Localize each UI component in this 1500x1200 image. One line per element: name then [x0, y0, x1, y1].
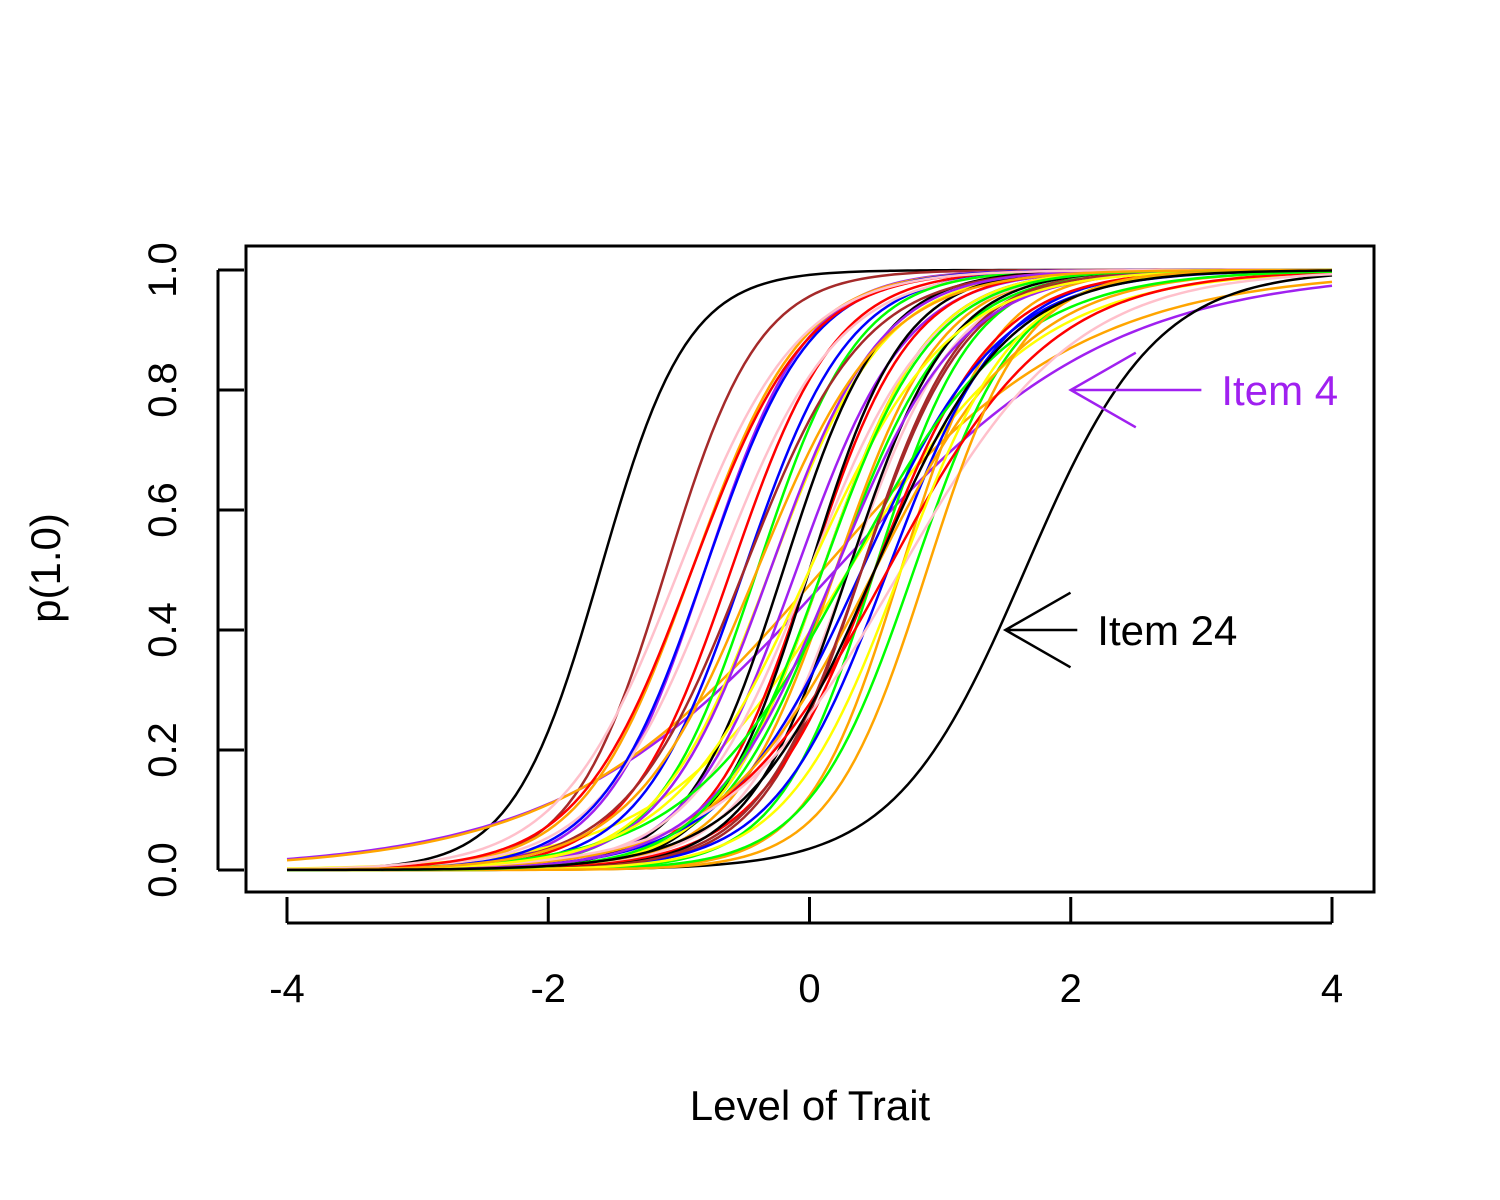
y-axis: 0.0 0.2 0.4 0.6 0.8 1.0 [141, 242, 244, 898]
annotation-arrow-1 [1068, 351, 1202, 429]
series-line-47 [286, 268, 1332, 871]
y-tick-label-4: 0.8 [141, 362, 185, 418]
x-tick-label-4: 4 [1321, 967, 1343, 1011]
series-line-4 [286, 284, 1333, 861]
series-line-48 [286, 269, 1333, 872]
x-axis: -4 -2 0 2 4 [269, 897, 1343, 1011]
y-tick-label-1: 0.2 [141, 722, 185, 778]
series-line-5 [286, 280, 1333, 862]
y-tick-label-0: 0.0 [141, 842, 185, 898]
annotation-arrow-2 [1002, 591, 1078, 669]
annotation-label-2: Item 24 [1097, 607, 1237, 654]
x-axis-title: Level of Trait [690, 1082, 931, 1129]
series-line-44 [286, 269, 1333, 871]
y-tick-label-2: 0.4 [141, 602, 185, 658]
x-tick-label-2: 0 [798, 967, 820, 1011]
annotations-layer: Item 4 Item 24 [1002, 351, 1338, 669]
y-tick-label-5: 1.0 [141, 242, 185, 298]
x-tick-label-3: 2 [1060, 967, 1082, 1011]
y-tick-label-3: 0.6 [141, 482, 185, 538]
x-tick-label-0: -4 [269, 967, 305, 1011]
y-axis-title: p(1.0) [22, 513, 69, 623]
curves-layer [286, 268, 1333, 872]
annotation-label-1: Item 4 [1221, 367, 1338, 414]
x-tick-label-1: -2 [530, 967, 566, 1011]
plot-frame [244, 244, 1376, 894]
